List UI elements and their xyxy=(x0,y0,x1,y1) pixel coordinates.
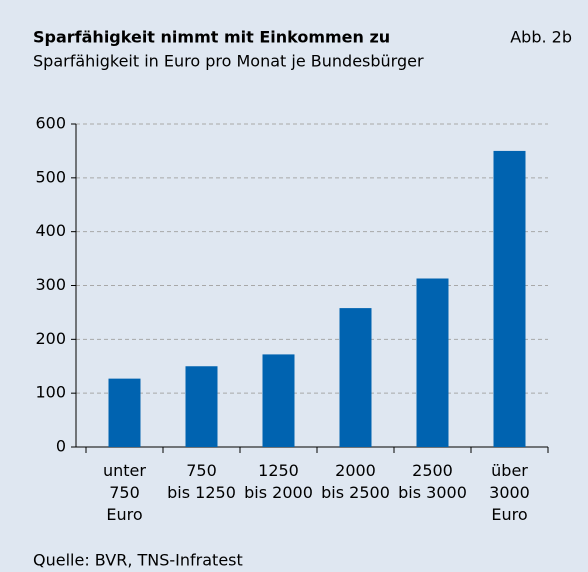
chart-title: Sparfähigkeit nimmt mit Einkommen zu xyxy=(33,28,390,47)
x-tick-label-line: 3000 xyxy=(489,483,530,502)
source: Quelle: BVR, TNS-Infratest xyxy=(33,551,243,570)
x-tick-label: unter 750 Euro xyxy=(103,461,146,524)
x-tick-label-line: Euro xyxy=(106,505,142,524)
y-tick-label: 600 xyxy=(35,114,66,133)
x-tick-label-line: bis 2000 xyxy=(244,483,313,502)
x-tick-label-line: bis 3000 xyxy=(398,483,467,502)
figure-label: Abb. 2b xyxy=(510,28,572,47)
x-tick-label-line: bis 2500 xyxy=(321,483,390,502)
x-tick-label: über 3000 Euro xyxy=(489,461,530,524)
x-tick-label-line: Euro xyxy=(491,505,527,524)
x-tick-label-line: 2000 xyxy=(335,461,376,480)
y-tick-label: 0 xyxy=(56,437,66,456)
x-tick-label-line: über xyxy=(491,461,528,480)
x-tick-label-line: bis 1250 xyxy=(167,483,236,502)
y-tick-label: 500 xyxy=(35,167,66,186)
y-tick-label: 300 xyxy=(35,275,66,294)
x-tick-label: 1250 bis 2000 xyxy=(244,461,313,502)
bar xyxy=(416,278,449,447)
y-tick-label: 400 xyxy=(35,221,66,240)
subtitle: Sparfähigkeit in Euro pro Monat je Bunde… xyxy=(33,52,424,71)
bar xyxy=(262,354,295,447)
x-tick-label-line: 750 xyxy=(186,461,217,480)
x-tick-label: 2000 bis 2500 xyxy=(321,461,390,502)
x-tick-label-line: unter xyxy=(103,461,146,480)
x-tick-label-line: 750 xyxy=(109,483,140,502)
x-tick-label: 2500 bis 3000 xyxy=(398,461,467,502)
y-tick-label: 100 xyxy=(35,383,66,402)
y-tick-label: 200 xyxy=(35,329,66,348)
bar xyxy=(185,366,218,447)
x-tick-label-line: 2500 xyxy=(412,461,453,480)
x-tick-label-line: 1250 xyxy=(258,461,299,480)
bar xyxy=(339,308,372,447)
bar xyxy=(493,150,526,447)
bar xyxy=(108,378,141,447)
x-tick-label: 750 bis 1250 xyxy=(167,461,236,502)
